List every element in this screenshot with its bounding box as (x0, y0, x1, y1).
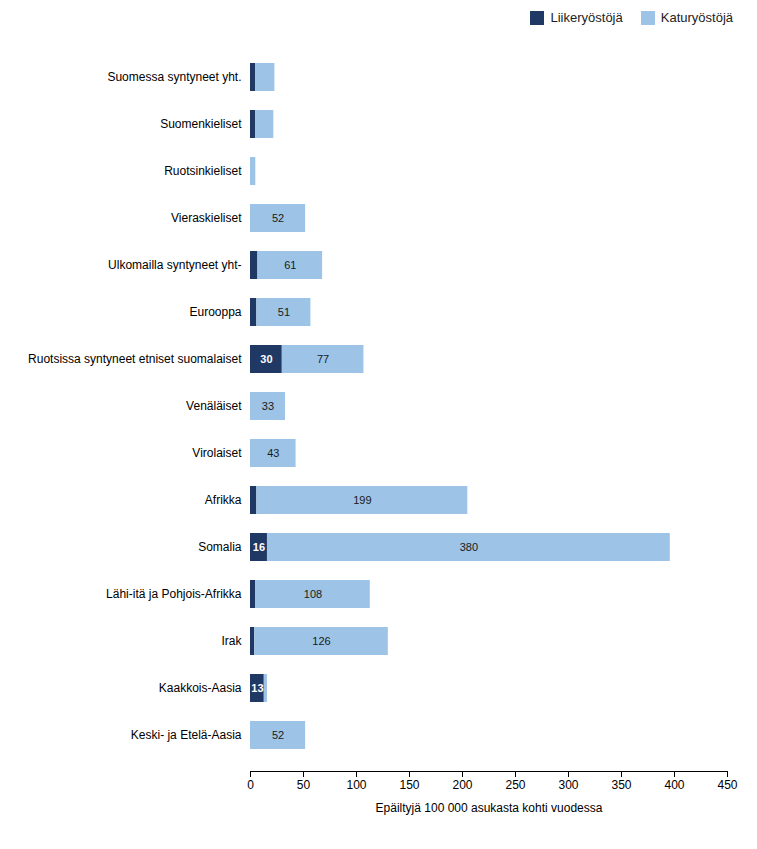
svg-text:Suomessa syntyneet yht.: Suomessa syntyneet yht. (107, 70, 241, 84)
svg-text:150: 150 (399, 778, 419, 792)
svg-text:400: 400 (664, 778, 684, 792)
svg-text:126: 126 (312, 635, 330, 647)
svg-text:50: 50 (297, 778, 311, 792)
svg-text:Afrikka: Afrikka (205, 493, 242, 507)
svg-text:51: 51 (278, 306, 290, 318)
svg-text:77: 77 (317, 353, 329, 365)
svg-text:Epäiltyjä 100 000 asukasta koh: Epäiltyjä 100 000 asukasta kohti vuodess… (376, 801, 603, 815)
svg-text:52: 52 (272, 729, 284, 741)
svg-text:0: 0 (247, 778, 254, 792)
svg-text:Irak: Irak (221, 634, 242, 648)
svg-text:16: 16 (253, 541, 265, 553)
svg-text:13: 13 (251, 682, 263, 694)
svg-text:33: 33 (262, 400, 274, 412)
svg-text:Ruotsinkieliset: Ruotsinkieliset (164, 164, 242, 178)
svg-text:450: 450 (717, 778, 737, 792)
svg-text:Venäläiset: Venäläiset (186, 399, 242, 413)
svg-text:380: 380 (460, 541, 478, 553)
svg-text:43: 43 (267, 447, 279, 459)
svg-text:Suomenkieliset: Suomenkieliset (160, 117, 242, 131)
svg-text:30: 30 (260, 353, 272, 365)
svg-text:108: 108 (304, 588, 322, 600)
svg-text:Somalia: Somalia (198, 540, 242, 554)
svg-text:Kaakkois-Aasia: Kaakkois-Aasia (159, 681, 242, 695)
svg-text:300: 300 (558, 778, 578, 792)
svg-text:350: 350 (611, 778, 631, 792)
svg-text:199: 199 (353, 494, 371, 506)
svg-text:61: 61 (284, 259, 296, 271)
svg-text:Ruotsissa syntyneet etniset su: Ruotsissa syntyneet etniset suomalaiset (28, 352, 242, 366)
svg-text:Vieraskieliset: Vieraskieliset (171, 211, 242, 225)
svg-text:Keski- ja Etelä-Aasia: Keski- ja Etelä-Aasia (131, 728, 242, 742)
svg-text:Virolaiset: Virolaiset (192, 446, 242, 460)
svg-text:Lähi-itä ja Pohjois-Afrikka: Lähi-itä ja Pohjois-Afrikka (106, 587, 242, 601)
svg-text:52: 52 (272, 212, 284, 224)
svg-text:Ulkomailla syntyneet yht-: Ulkomailla syntyneet yht- (108, 258, 241, 272)
html-text:Katuryöstöjä: Katuryöstöjä (660, 10, 733, 25)
svg-text:100: 100 (346, 778, 366, 792)
html-text:Liikeryöstöjä: Liikeryöstöjä (550, 10, 623, 25)
svg-text:200: 200 (452, 778, 472, 792)
svg-text:Eurooppa: Eurooppa (189, 305, 241, 319)
svg-text:250: 250 (505, 778, 525, 792)
